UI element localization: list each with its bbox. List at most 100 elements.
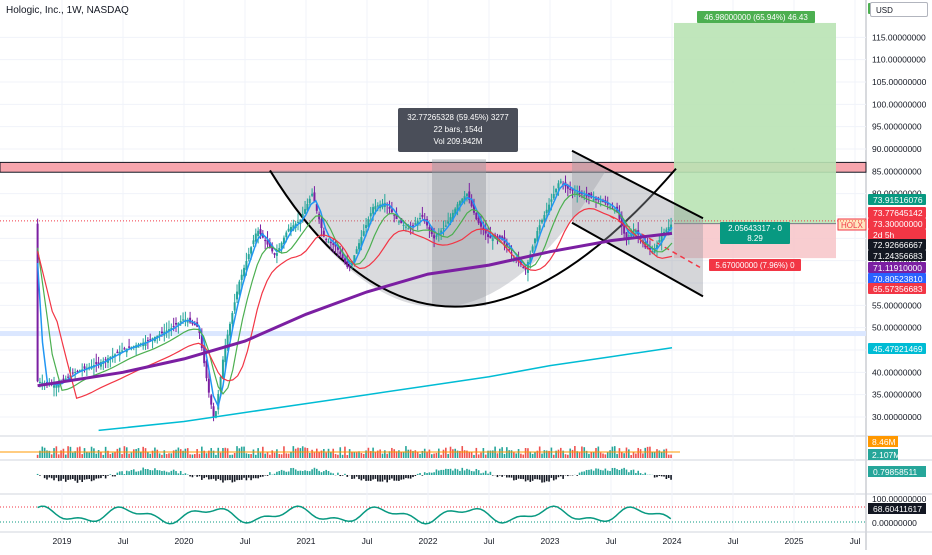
osc-bar (598, 469, 600, 475)
candle-body (363, 231, 365, 236)
volume-bar (88, 453, 90, 458)
volume-bar (626, 448, 628, 458)
volume-bar (337, 455, 339, 458)
osc-bar (93, 475, 95, 480)
volume-bar (607, 452, 609, 458)
volume-bar (128, 454, 130, 458)
measure-info-line: 32.77265328 (59.45%) 3277 (407, 113, 509, 122)
volume-bar (363, 454, 365, 458)
candle-body (222, 360, 224, 379)
osc-bar (393, 475, 395, 481)
osc-bar (370, 475, 372, 481)
osc-bar (487, 474, 489, 475)
volume-bar (325, 453, 327, 458)
candle-body (541, 220, 543, 222)
stop-label: 5.67000000 (7.96%) 0 (715, 261, 795, 270)
osc-bar (257, 475, 259, 478)
osc-bar (278, 471, 280, 475)
osc-bar (316, 469, 318, 475)
price-tick-label: 90.00000000 (872, 144, 922, 154)
volume-bar (346, 455, 348, 458)
candle-body (428, 227, 430, 230)
volume-bar (323, 449, 325, 458)
volume-bar (473, 455, 475, 458)
candle-body (288, 229, 290, 232)
osc-bar (53, 475, 55, 480)
osc-bar (140, 470, 142, 475)
osc-bar (302, 471, 304, 475)
osc-bar (323, 471, 325, 475)
rsi-scale-bottom: 0.00000000 (872, 518, 917, 528)
osc-bar (633, 470, 635, 475)
osc-bar (483, 473, 485, 475)
currency-button[interactable]: USD (870, 2, 928, 17)
volume-bar (63, 449, 65, 458)
osc-bar (464, 470, 466, 475)
candle-body (264, 240, 266, 241)
osc-bar (518, 475, 520, 479)
time-tick-label: Jul (240, 536, 251, 546)
osc-bar (145, 469, 147, 475)
ratio-label-line2: 8.29 (747, 234, 763, 243)
volume-bar (51, 454, 53, 458)
volume-bar (161, 455, 163, 458)
volume-bar (98, 450, 100, 458)
osc-bar (614, 468, 616, 475)
time-tick-label: 2021 (297, 536, 316, 546)
volume-bar (454, 449, 456, 458)
volume-bar (166, 454, 168, 458)
price-tick-label: 30.00000000 (872, 412, 922, 422)
volume-bar (253, 450, 255, 458)
osc-bar (58, 475, 60, 481)
volume-bar (354, 452, 356, 458)
volume-bar (642, 453, 644, 458)
candle-body (210, 395, 212, 404)
volume-bar (375, 452, 377, 458)
volume-bar (81, 454, 83, 458)
volume-bar (619, 448, 621, 458)
osc-bar (485, 471, 487, 475)
osc-bar (410, 475, 412, 479)
volume-bar (102, 455, 104, 458)
volume-bar (508, 450, 510, 458)
volume-bar (501, 447, 503, 458)
osc-bar (560, 475, 562, 476)
osc-bar (501, 475, 503, 477)
volume-bar (133, 449, 135, 458)
osc-bar (616, 469, 618, 475)
volume-bar (339, 447, 341, 458)
osc-bar (314, 468, 316, 475)
osc-bar (642, 474, 644, 475)
volume-bar (410, 450, 412, 458)
osc-bar (318, 471, 320, 475)
volume-bar (180, 449, 182, 458)
volume-bar (295, 449, 297, 458)
osc-bar (511, 475, 513, 478)
osc-bar (173, 470, 175, 475)
osc-bar (595, 468, 597, 475)
volume-bar (95, 454, 97, 458)
osc-bar (621, 469, 623, 475)
volume-bar (168, 453, 170, 458)
volume-bar (278, 454, 280, 458)
volume-bar (588, 454, 590, 458)
osc-bar (363, 475, 365, 479)
osc-bar (321, 472, 323, 475)
volume-bar (163, 450, 165, 458)
volume-bar (452, 449, 454, 458)
osc-bar (539, 475, 541, 480)
volume-bar (670, 455, 672, 458)
osc-bar (135, 472, 137, 475)
candle-body (539, 225, 541, 230)
candle-body (391, 209, 393, 212)
price-tick-label: 100.00000000 (872, 99, 927, 109)
volume-bar (616, 454, 618, 458)
osc-bar (232, 475, 234, 482)
volume-bar (553, 455, 555, 458)
volume-bar (84, 448, 86, 458)
volume-bar (159, 453, 161, 458)
osc-bar (246, 475, 248, 480)
volume-bar (246, 453, 248, 458)
support-band (0, 331, 866, 336)
